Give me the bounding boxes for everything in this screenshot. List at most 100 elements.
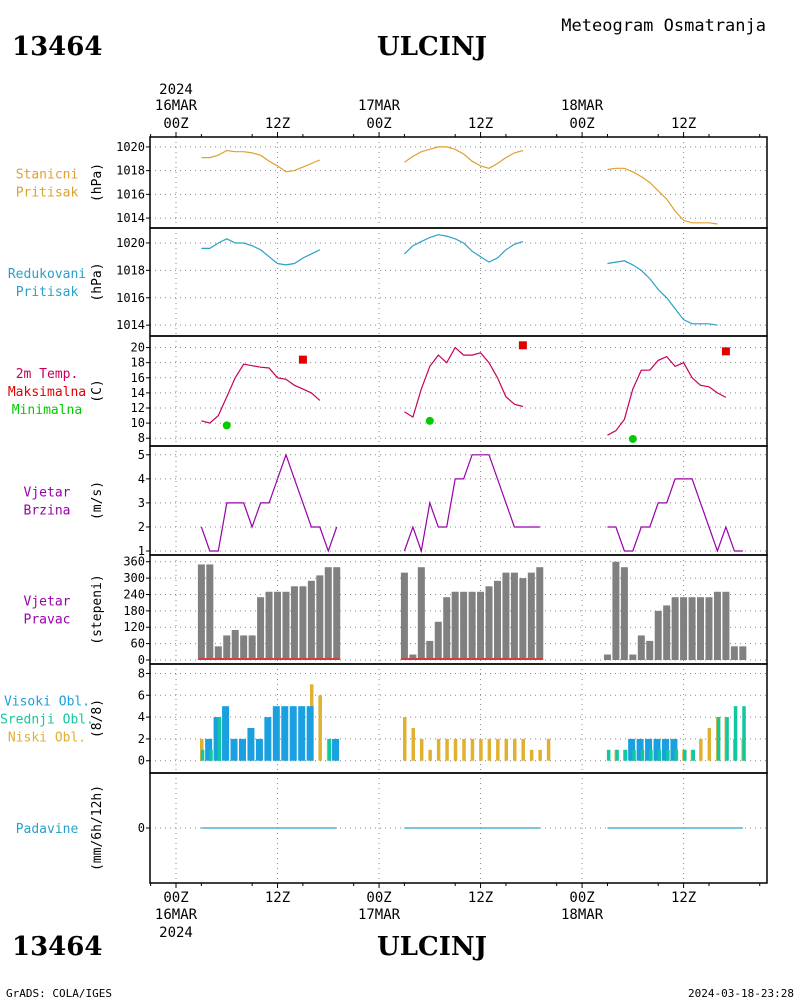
wind-direction-bar	[324, 567, 332, 660]
cloud-low-bar	[513, 738, 517, 761]
panel-label: Vjetar	[24, 595, 71, 610]
cloud-low-bar	[546, 738, 551, 761]
time-label-bottom: 12Z	[468, 890, 493, 906]
series-line	[200, 452, 338, 553]
cloud-low-bar	[436, 738, 441, 761]
cloud-high-bar	[247, 728, 255, 761]
panel-frame	[149, 227, 768, 337]
panel-1: 1014 1016 1018 1020 (hPa) Stanicni Pritisak	[16, 136, 768, 229]
y-axis-label: (hPa)	[90, 262, 105, 301]
y-tick-label: 120	[123, 620, 145, 634]
panel-7: 0 (mm/6h/12h) Padavine	[16, 772, 768, 884]
cloud-mid-bar	[742, 706, 746, 761]
wind-direction-bar	[451, 591, 459, 660]
panel-frame	[149, 445, 768, 556]
time-label-top: 16MAR	[155, 98, 198, 114]
cloud-low-bar	[707, 728, 712, 761]
y-tick-label: 8	[138, 666, 145, 680]
min-temp-marker	[222, 421, 231, 430]
wind-direction-bar	[468, 591, 476, 660]
cloud-low-bar	[529, 749, 534, 761]
wind-direction-bar	[223, 635, 231, 660]
wind-direction-bar	[299, 586, 307, 660]
cloud-high-bar	[238, 738, 246, 761]
time-label-bottom: 00Z	[163, 890, 188, 906]
wind-direction-bar	[612, 561, 620, 660]
cloud-low-bar	[428, 749, 432, 761]
y-tick-label: 16	[131, 371, 145, 385]
y-axis-label: (m/s)	[90, 481, 105, 520]
wind-direction-bar	[485, 586, 493, 660]
cloud-low-bar	[538, 749, 542, 761]
cloud-high-bar	[636, 738, 644, 761]
panel-label: Pravac	[24, 613, 71, 628]
wind-direction-bar	[240, 635, 248, 660]
panel-5: 0 60 120 180 240 300 360 (stepeni) Vjetar Pravac	[24, 554, 768, 667]
cloud-mid-bar	[623, 749, 628, 761]
y-tick-label: 0	[138, 754, 145, 768]
wind-direction-bar	[646, 640, 654, 660]
wind-direction-bar	[290, 586, 298, 660]
wind-direction-bar	[460, 591, 468, 660]
cloud-mid-bar	[683, 749, 687, 761]
panel-label: Brzina	[24, 504, 71, 519]
wind-direction-bar	[197, 564, 205, 660]
y-tick-label: 2	[138, 732, 145, 746]
wind-direction-bar	[443, 597, 451, 660]
cloud-mid-bar	[327, 738, 332, 761]
y-tick-label: 20	[131, 341, 145, 355]
cloud-low-bar	[496, 738, 500, 761]
cloud-low-bar	[487, 738, 492, 761]
cloud-low-bar	[403, 717, 407, 761]
cloud-mid-bar	[725, 717, 729, 761]
cloud-high-bar	[205, 738, 213, 761]
wind-direction-bar	[409, 654, 417, 660]
wind-direction-bar	[265, 591, 273, 660]
cloud-low-bar	[699, 738, 703, 761]
y-tick-label: 18	[131, 356, 145, 370]
time-label-top: 12Z	[671, 116, 696, 132]
wind-direction-bar	[722, 591, 730, 660]
min-temp-marker	[425, 416, 434, 425]
wind-direction-bar	[333, 567, 341, 660]
cloud-mid-bar	[649, 749, 653, 761]
wind-direction-bar	[519, 578, 527, 660]
y-axis-label: (C)	[90, 379, 105, 402]
panel-label: Pritisak	[16, 186, 79, 201]
cloud-mid-bar	[209, 749, 213, 761]
wind-direction-bar	[257, 597, 265, 660]
y-tick-label: 60	[131, 637, 145, 651]
cloud-low-bar	[453, 738, 458, 761]
wind-direction-bar	[502, 572, 510, 660]
cloud-mid-bar	[674, 749, 679, 761]
panel-label: Pritisak	[16, 285, 79, 300]
panel-4: 1 2 3 4 5 (m/s) Vjetar Brzina	[24, 445, 768, 558]
y-axis-label: (stepeni)	[90, 574, 105, 644]
panel-frame	[149, 335, 768, 447]
y-tick-label: 0	[138, 653, 145, 667]
station-id-footer: 13464	[12, 932, 102, 962]
y-tick-label: 300	[123, 571, 145, 585]
cloud-high-bar	[213, 717, 221, 761]
panel-2: 1014 1016 1018 1020 (hPa) Redukovani Pritisak	[8, 227, 768, 337]
wind-direction-bar	[282, 591, 290, 660]
cloud-mid-bar	[200, 749, 205, 761]
panel-label: 2m Temp.	[16, 367, 79, 382]
time-label-bottom: 12Z	[671, 890, 696, 906]
cloud-high-bar	[281, 706, 289, 761]
y-tick-label: 2	[138, 520, 145, 534]
series-line	[404, 346, 524, 419]
cloud-high-bar	[661, 738, 669, 761]
wind-direction-bar	[705, 597, 713, 660]
wind-direction-bar	[426, 640, 434, 660]
time-label-top: 00Z	[163, 116, 188, 132]
station-name-title: ULCINJ	[377, 32, 487, 62]
cloud-mid-bar	[606, 749, 611, 761]
max-temp-marker	[721, 347, 730, 356]
time-label-bottom: 17MAR	[358, 907, 401, 923]
y-tick-label: 1014	[116, 211, 145, 225]
y-tick-label: 10	[131, 416, 145, 430]
y-tick-label: 180	[123, 604, 145, 618]
time-label-top: 12Z	[265, 116, 290, 132]
